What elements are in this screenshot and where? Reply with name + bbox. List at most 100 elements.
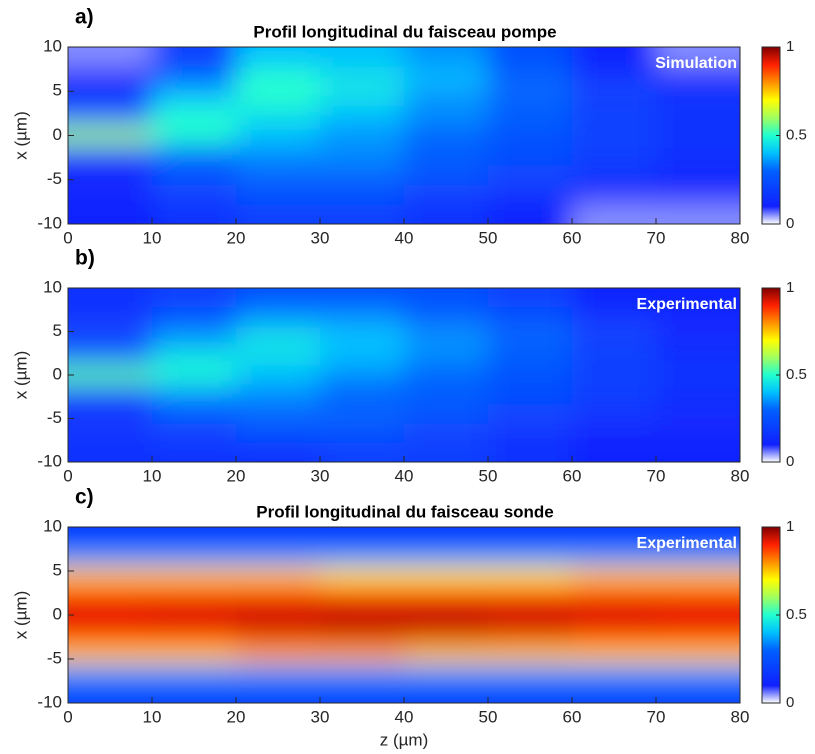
heat-cell bbox=[656, 185, 740, 205]
panel-label: a) bbox=[75, 6, 94, 29]
heat-cell bbox=[68, 47, 152, 67]
heat-cell bbox=[488, 546, 572, 566]
heat-cell bbox=[404, 566, 488, 586]
heat-cell bbox=[68, 403, 152, 423]
heat-cell bbox=[68, 527, 152, 547]
y-tick-label: -10 bbox=[37, 213, 62, 232]
y-axis-label: x (µm) bbox=[11, 591, 30, 640]
heat-cell bbox=[68, 566, 152, 586]
heat-cell bbox=[656, 125, 740, 146]
heat-cell bbox=[488, 644, 572, 664]
heat-cell bbox=[488, 683, 572, 703]
heat-cell bbox=[488, 566, 572, 586]
heat-cell bbox=[320, 204, 404, 224]
y-axis-label: x (µm) bbox=[11, 111, 30, 160]
heat-cell bbox=[656, 644, 740, 664]
heat-cell bbox=[68, 546, 152, 566]
colorbar-tick-label: 1 bbox=[786, 38, 794, 55]
heat-cell bbox=[152, 546, 236, 566]
heat-cell bbox=[488, 664, 572, 684]
heat-cell bbox=[68, 164, 152, 185]
heat-cell bbox=[320, 346, 404, 366]
heat-cell bbox=[152, 47, 236, 67]
heat-cell bbox=[68, 288, 152, 308]
heat-cell bbox=[572, 605, 656, 625]
heat-cell bbox=[488, 605, 572, 625]
heat-cell bbox=[572, 125, 656, 146]
heat-cell bbox=[656, 288, 740, 308]
x-tick-label: 60 bbox=[563, 466, 582, 485]
heat-cell bbox=[488, 307, 572, 327]
heat-cell bbox=[404, 288, 488, 308]
heat-cell bbox=[320, 106, 404, 126]
heat-cell bbox=[68, 384, 152, 404]
panel-label: b) bbox=[75, 247, 95, 270]
chart-title: Profil longitudinal du faisceau pompe bbox=[253, 22, 556, 41]
heat-cell bbox=[320, 683, 404, 703]
heat-cell bbox=[320, 384, 404, 404]
heat-cell bbox=[572, 664, 656, 684]
x-tick-label: 30 bbox=[311, 466, 330, 485]
heat-cell bbox=[68, 683, 152, 703]
heat-cell bbox=[572, 288, 656, 308]
heat-cell bbox=[236, 442, 320, 462]
heat-cell bbox=[656, 164, 740, 185]
heat-cell bbox=[572, 365, 656, 385]
heat-cell bbox=[236, 164, 320, 185]
heat-cell bbox=[572, 47, 656, 67]
heat-cell bbox=[404, 66, 488, 86]
heat-cell bbox=[404, 204, 488, 224]
heat-cell bbox=[404, 442, 488, 462]
heat-cell bbox=[68, 327, 152, 347]
heat-cell bbox=[572, 527, 656, 547]
x-tick-label: 80 bbox=[731, 707, 750, 726]
x-tick-label: 80 bbox=[731, 228, 750, 247]
heat-cell bbox=[236, 125, 320, 146]
heat-cell bbox=[152, 403, 236, 423]
y-tick-label: 5 bbox=[53, 81, 62, 100]
plot-area bbox=[68, 47, 740, 224]
heat-cell bbox=[404, 307, 488, 327]
plot-area bbox=[68, 527, 740, 703]
heat-cell bbox=[404, 585, 488, 606]
heat-cell bbox=[488, 86, 572, 107]
heat-cell bbox=[236, 546, 320, 566]
heat-cell bbox=[656, 624, 740, 645]
heat-cell bbox=[320, 86, 404, 107]
heat-cell bbox=[656, 403, 740, 423]
x-tick-label: 70 bbox=[647, 707, 666, 726]
colorbar-tick-label: 0 bbox=[786, 694, 794, 711]
overlay-label: Experimental bbox=[637, 535, 737, 552]
heat-cell bbox=[320, 585, 404, 606]
heat-cell bbox=[320, 125, 404, 146]
x-tick-label: 50 bbox=[479, 466, 498, 485]
heat-cell bbox=[404, 185, 488, 205]
heat-cell bbox=[152, 384, 236, 404]
heatmap bbox=[68, 527, 740, 703]
heat-cell bbox=[572, 624, 656, 645]
x-tick-label: 30 bbox=[311, 707, 330, 726]
heat-cell bbox=[236, 365, 320, 385]
x-tick-label: 20 bbox=[227, 707, 246, 726]
heatmap bbox=[68, 47, 740, 224]
heat-cell bbox=[404, 624, 488, 645]
heat-cell bbox=[68, 66, 152, 86]
x-tick-label: 70 bbox=[647, 228, 666, 247]
x-tick-label: 40 bbox=[395, 466, 414, 485]
heat-cell bbox=[68, 365, 152, 385]
heat-cell bbox=[320, 365, 404, 385]
heat-cell bbox=[404, 125, 488, 146]
y-tick-label: 0 bbox=[53, 604, 62, 623]
heat-cell bbox=[572, 566, 656, 586]
heat-cell bbox=[320, 546, 404, 566]
heat-cell bbox=[152, 605, 236, 625]
heat-cell bbox=[68, 346, 152, 366]
heat-cell bbox=[656, 86, 740, 107]
heat-cell bbox=[236, 86, 320, 107]
x-tick-label: 70 bbox=[647, 466, 666, 485]
heat-cell bbox=[656, 566, 740, 586]
heat-cell bbox=[152, 185, 236, 205]
heat-cell bbox=[152, 624, 236, 645]
colorbar-tick-label: 1 bbox=[786, 279, 794, 296]
heat-cell bbox=[656, 204, 740, 224]
